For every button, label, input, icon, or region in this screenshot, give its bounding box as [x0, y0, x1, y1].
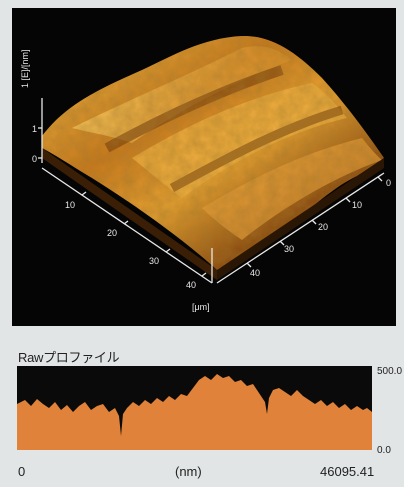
profile-y-min-label: 0.0	[377, 445, 391, 456]
profile-chart	[17, 366, 372, 450]
profile-x-start-label: 0	[18, 464, 26, 479]
y-tick-label: 20	[318, 222, 328, 232]
unit-label: [μm]	[192, 302, 210, 312]
profile-x-unit-label: (nm)	[175, 464, 202, 479]
z-tick-label: 1	[32, 124, 37, 134]
y-tick-label: 10	[352, 200, 362, 210]
x-tick-label: 30	[149, 256, 159, 266]
axis-lines	[38, 98, 385, 284]
x-tick-label: 10	[65, 200, 75, 210]
profile-area	[17, 374, 372, 450]
z-tick-label: 0	[32, 154, 37, 164]
x-tick-label: 20	[107, 228, 117, 238]
profile-area-plot	[17, 374, 372, 450]
afm-3d-surface: 1 [E]/[nm] 1 0 10 20 30 40 0 10 20 30 40…	[20, 35, 391, 312]
y-tick-label: 0	[386, 178, 391, 188]
afm-3d-image-panel: 1 [E]/[nm] 1 0 10 20 30 40 0 10 20 30 40…	[12, 8, 396, 326]
profile-x-end-label: 46095.41	[320, 464, 375, 479]
profile-y-max-label: 500.0	[377, 366, 403, 377]
x-tick-label: 40	[186, 280, 196, 290]
y-tick-label: 30	[284, 244, 294, 254]
profile-title: Rawプロファイル	[18, 350, 120, 365]
y-tick-label: 40	[250, 268, 260, 278]
z-axis-label: 1 [E]/[nm]	[20, 49, 30, 88]
